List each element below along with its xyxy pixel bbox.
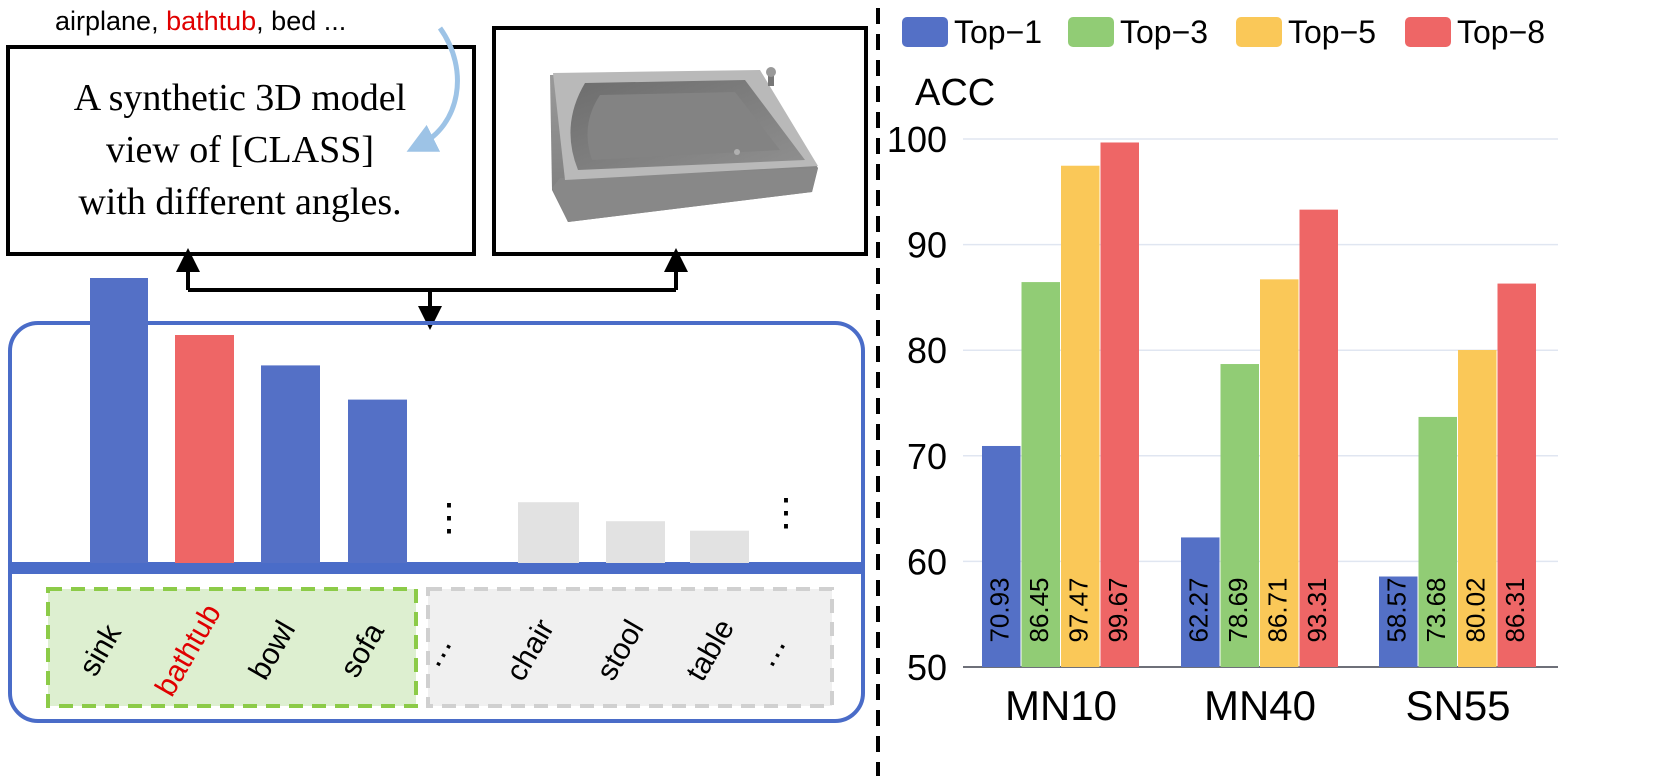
bar-SN55-series-4 [1497,283,1536,667]
bar-SN55-series-1 [1379,576,1418,667]
value-label-MN10-series-4: 99.67 [1103,577,1133,642]
other-class-group [426,587,834,708]
bar-MN40-series-1 [1181,537,1220,667]
bar-MN40-series-2 [1220,364,1259,667]
value-label-MN10-series-3: 97.47 [1064,577,1094,642]
x-tick-labels: MN10 MN40 SN55 [1005,682,1511,729]
legend-label-2: Top−3 [1120,14,1208,50]
bathtub-render-icon [550,67,818,222]
bar-SN55-series-2 [1418,416,1457,667]
value-label-MN10-series-2: 86.45 [1024,577,1054,642]
y-tick-70: 70 [907,436,947,477]
template-line-2: view of [CLASS] [106,129,374,171]
top-class-group [46,587,418,708]
prediction-bars [90,278,749,563]
bar-MN10-series-3 [1061,165,1100,667]
value-label-SN55-series-1: 58.57 [1382,577,1412,642]
value-label-SN55-series-2: 73.68 [1421,577,1451,642]
value-label-SN55-series-3: 80.02 [1461,577,1491,642]
bar-MN10-series-1 [982,445,1021,667]
value-label-MN40-series-4: 93.31 [1302,577,1332,642]
legend-label-3: Top−5 [1288,14,1376,50]
template-box [6,45,476,256]
bar-value-labels: 70.93 86.45 97.47 99.67 62.27 78.69 86.71 93.31… [985,577,1531,642]
vertical-ellipsis-right: ⋮ [767,492,805,534]
y-tick-50: 50 [907,647,947,688]
y-tick-80: 80 [907,330,947,371]
prediction-bar-sofa [348,399,407,563]
bar-MN40-series-4 [1299,209,1338,667]
value-label-MN40-series-1: 62.27 [1184,577,1214,642]
prediction-bar-bowl [261,365,320,563]
value-label-SN55-series-4: 86.31 [1500,577,1530,642]
y-tick-labels: 50 60 70 80 90 100 [887,119,947,688]
y-tick-60: 60 [907,541,947,582]
bar-MN40-series-3 [1260,279,1299,667]
template-line-3: with different angles. [78,181,401,223]
vertical-ellipsis-left: ⋮ [430,497,468,539]
class-list: airplane, bathtub, bed ... [55,6,346,36]
value-label-MN40-series-3: 86.71 [1263,577,1293,642]
class-insert-arrow [406,26,460,152]
bar-MN10-series-2 [1021,282,1060,667]
legend-label-1: Top−1 [954,14,1042,50]
chart-bars [982,142,1536,667]
legend-swatch-3 [1236,17,1282,47]
prediction-panel [8,321,865,723]
prediction-bar-stool [606,521,665,563]
prediction-bar-chair [518,502,579,563]
prediction-bar-sink [90,278,148,563]
legend-swatch-4 [1405,17,1451,47]
value-label-MN10-series-1: 70.93 [985,577,1015,642]
class-list-pre: airplane, [55,6,166,36]
x-tick-SN55: SN55 [1405,682,1510,729]
legend-swatch-2 [1068,17,1114,47]
prediction-bar-table [690,530,749,563]
class-list-highlight: bathtub [166,6,256,36]
bar-MN10-series-4 [1100,142,1139,667]
x-tick-MN40: MN40 [1204,682,1316,729]
y-axis-title: ACC [915,72,995,114]
y-tick-100: 100 [887,119,947,160]
chart-legend: Top−1 Top−3 Top−5 Top−8 [902,14,1545,50]
connector-arrows [176,248,688,330]
legend-swatch-1 [902,17,948,47]
x-tick-MN10: MN10 [1005,682,1117,729]
bar-SN55-series-3 [1458,349,1497,667]
y-tick-90: 90 [907,225,947,266]
class-list-post: , bed ... [256,6,346,36]
value-label-MN40-series-2: 78.69 [1223,577,1253,642]
legend-label-4: Top−8 [1457,14,1545,50]
prediction-bar-bathtub [175,335,234,563]
template-line-1: A synthetic 3D model [74,77,406,119]
